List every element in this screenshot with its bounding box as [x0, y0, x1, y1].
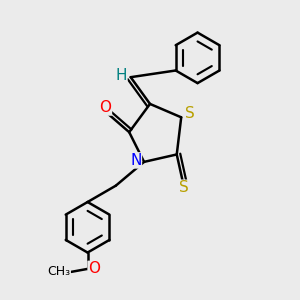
Text: H: H: [116, 68, 127, 83]
Text: O: O: [88, 261, 100, 276]
Text: O: O: [99, 100, 111, 115]
Text: S: S: [179, 180, 189, 195]
Text: N: N: [130, 153, 141, 168]
Text: S: S: [185, 106, 194, 121]
Text: CH₃: CH₃: [47, 266, 70, 278]
